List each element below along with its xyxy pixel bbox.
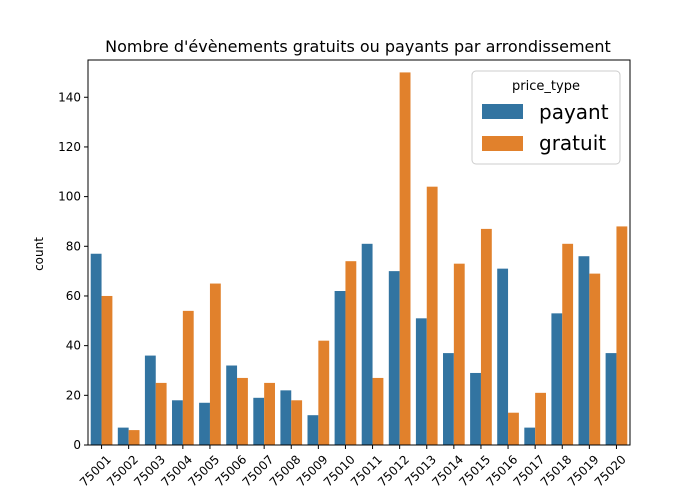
bar-payant-75006: [226, 365, 238, 445]
y-axis-label: count: [32, 237, 46, 271]
bar-gratuit-75013: [426, 186, 438, 445]
bar-gratuit-75002: [128, 430, 140, 445]
y-tick-label: 140: [58, 90, 81, 104]
bar-gratuit-75012: [399, 72, 411, 445]
bar-payant-75007: [253, 397, 265, 445]
bar-payant-75011: [361, 243, 373, 445]
bar-gratuit-75009: [318, 340, 330, 445]
y-tick-label: 0: [73, 438, 81, 452]
bar-payant-75017: [524, 427, 536, 445]
bar-gratuit-75020: [616, 226, 628, 445]
y-tick-label: 120: [58, 140, 81, 154]
bar-gratuit-75005: [209, 283, 221, 445]
bar-payant-75010: [334, 291, 346, 445]
bar-gratuit-75014: [453, 263, 465, 445]
bar-payant-75019: [578, 256, 590, 445]
y-tick-label: 20: [66, 388, 81, 402]
bar-payant-75009: [307, 415, 319, 445]
bar-payant-75012: [388, 271, 400, 445]
bar-gratuit-75003: [155, 382, 167, 445]
bar-payant-75020: [605, 353, 617, 445]
legend-label-payant: payant: [539, 100, 609, 124]
y-axis: 0 20 40 60 80 100 120 140: [58, 90, 88, 452]
bar-gratuit-75010: [345, 261, 357, 445]
bar-payant-75001: [90, 253, 102, 445]
legend-label-gratuit: gratuit: [539, 131, 606, 155]
bar-gratuit-75011: [372, 377, 384, 445]
bar-payant-75013: [415, 318, 427, 445]
bar-gratuit-75008: [291, 400, 303, 445]
y-tick-label: 40: [66, 339, 81, 353]
bar-gratuit-75015: [480, 228, 492, 445]
bar-gratuit-75018: [562, 243, 574, 445]
bar-gratuit-75017: [535, 392, 546, 445]
bar-payant-75004: [172, 400, 183, 445]
bar-gratuit-75007: [264, 382, 275, 445]
bar-gratuit-75019: [589, 273, 601, 445]
bar-payant-75016: [497, 268, 509, 445]
legend-swatch-payant: [482, 104, 523, 119]
bar-payant-75014: [443, 353, 454, 445]
plot-frame: [87, 59, 631, 446]
x-axis: 7500175002750037500475005750067500775008…: [77, 445, 629, 489]
y-tick-label: 100: [58, 190, 81, 204]
x-tick-label-75020: 75020: [592, 452, 629, 489]
bar-payant-75002: [117, 427, 129, 445]
legend-swatch-gratuit: [482, 136, 523, 151]
y-tick-label: 60: [66, 289, 81, 303]
bar-payant-75005: [199, 402, 210, 445]
bars-group: [90, 72, 628, 445]
chart-title: Nombre d'évènements gratuits ou payants …: [105, 37, 611, 56]
bar-gratuit-75006: [237, 377, 248, 445]
bar-gratuit-75004: [182, 310, 194, 445]
bar-payant-75008: [280, 390, 292, 445]
bar-gratuit-75001: [101, 295, 113, 445]
bar-gratuit-75016: [508, 412, 519, 445]
legend-title: price_type: [512, 79, 580, 94]
legend: price_type payant gratuit: [471, 70, 621, 165]
y-tick-label: 80: [66, 239, 81, 253]
bar-payant-75003: [144, 355, 156, 445]
bar-payant-75015: [470, 372, 481, 445]
bar-payant-75018: [551, 313, 563, 445]
